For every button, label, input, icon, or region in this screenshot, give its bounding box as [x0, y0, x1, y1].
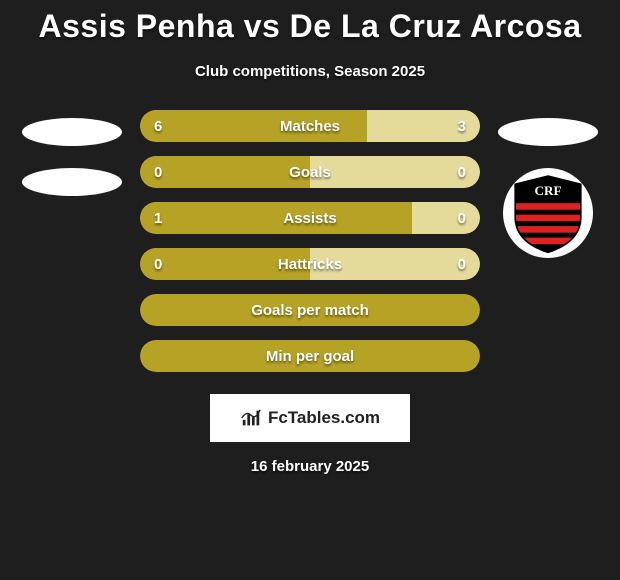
stat-bars: Matches63Goals00Assists10Hattricks00Goal…	[140, 110, 480, 372]
stat-value-right: 0	[458, 256, 466, 273]
chart-area: Matches63Goals00Assists10Hattricks00Goal…	[0, 110, 620, 372]
stat-value-right: 0	[458, 164, 466, 181]
stat-label: Matches	[140, 118, 480, 135]
stat-label: Hattricks	[140, 256, 480, 273]
stat-value-left: 6	[154, 118, 162, 135]
stat-row: Min per goal	[140, 340, 480, 372]
chart-icon	[240, 407, 262, 429]
player-avatar-placeholder	[22, 168, 122, 196]
club-badge: CRF	[503, 168, 593, 258]
date-text: 16 february 2025	[251, 458, 369, 475]
stat-row: Goals per match	[140, 294, 480, 326]
stat-label: Min per goal	[140, 348, 480, 365]
stat-row: Goals0 0	[140, 156, 480, 188]
stat-value-right: 0	[458, 210, 466, 227]
subtitle: Club competitions, Season 2025	[195, 63, 425, 80]
stat-label: Goals	[140, 164, 480, 181]
stat-row: Hattricks0 0	[140, 248, 480, 280]
stat-label: Goals per match	[140, 302, 480, 319]
watermark-text: FcTables.com	[268, 408, 380, 428]
stat-value-left: 1	[154, 210, 162, 227]
stat-label: Assists	[140, 210, 480, 227]
stat-row: Matches6 3	[140, 110, 480, 142]
stat-value-left: 0	[154, 164, 162, 181]
stat-value-right: 3	[458, 118, 466, 135]
flamengo-shield-icon: CRF	[507, 172, 589, 254]
player-avatar-placeholder	[22, 118, 122, 146]
svg-text:CRF: CRF	[535, 183, 562, 198]
watermark: FcTables.com	[210, 394, 410, 442]
page-title: Assis Penha vs De La Cruz Arcosa	[38, 8, 581, 45]
avatars-right: CRF	[498, 110, 598, 258]
avatars-left	[22, 110, 122, 196]
stat-row: Assists1 0	[140, 202, 480, 234]
player-avatar-placeholder	[498, 118, 598, 146]
stat-value-left: 0	[154, 256, 162, 273]
